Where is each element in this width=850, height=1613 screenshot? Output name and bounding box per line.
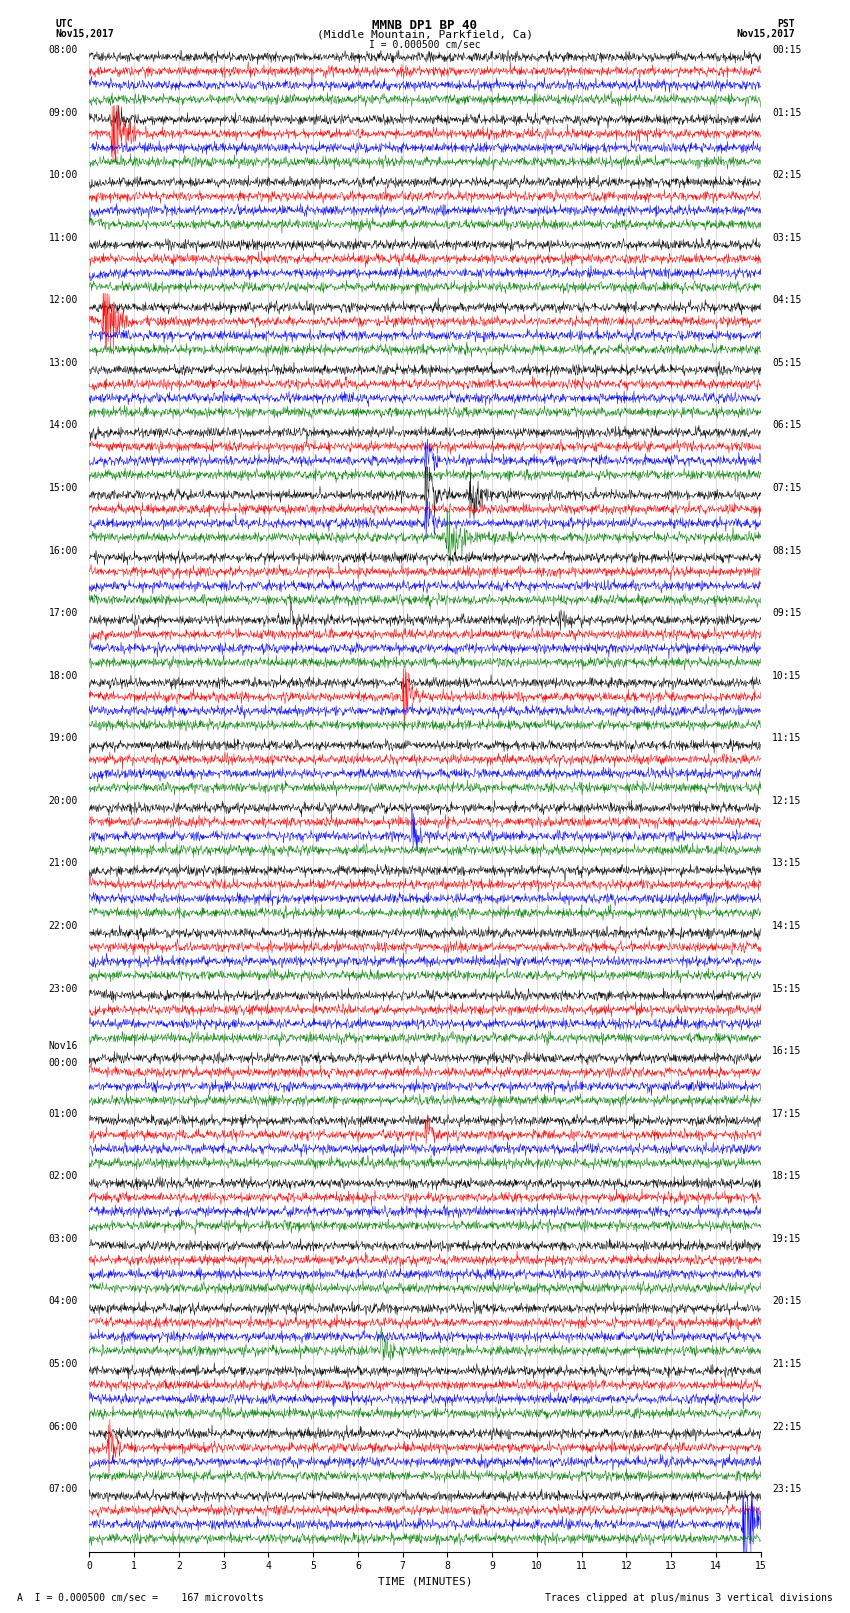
Text: 03:15: 03:15 — [772, 232, 802, 242]
Text: 23:00: 23:00 — [48, 984, 78, 994]
Text: UTC: UTC — [55, 19, 73, 29]
Text: 15:15: 15:15 — [772, 984, 802, 994]
Text: 20:15: 20:15 — [772, 1297, 802, 1307]
Text: 20:00: 20:00 — [48, 795, 78, 806]
Text: 19:15: 19:15 — [772, 1234, 802, 1244]
Text: 18:00: 18:00 — [48, 671, 78, 681]
Text: 05:00: 05:00 — [48, 1360, 78, 1369]
X-axis label: TIME (MINUTES): TIME (MINUTES) — [377, 1578, 473, 1587]
Text: 22:00: 22:00 — [48, 921, 78, 931]
Text: 12:00: 12:00 — [48, 295, 78, 305]
Text: 19:00: 19:00 — [48, 734, 78, 744]
Text: 03:00: 03:00 — [48, 1234, 78, 1244]
Text: PST: PST — [777, 19, 795, 29]
Text: 14:15: 14:15 — [772, 921, 802, 931]
Text: MMNB DP1 BP 40: MMNB DP1 BP 40 — [372, 19, 478, 32]
Text: 17:15: 17:15 — [772, 1108, 802, 1119]
Text: 01:00: 01:00 — [48, 1108, 78, 1119]
Text: 23:15: 23:15 — [772, 1484, 802, 1494]
Text: 12:15: 12:15 — [772, 795, 802, 806]
Text: 21:15: 21:15 — [772, 1360, 802, 1369]
Text: Nov15,2017: Nov15,2017 — [736, 29, 795, 39]
Text: 00:00: 00:00 — [48, 1058, 78, 1068]
Text: 17:00: 17:00 — [48, 608, 78, 618]
Text: 10:15: 10:15 — [772, 671, 802, 681]
Text: 06:15: 06:15 — [772, 421, 802, 431]
Text: I = 0.000500 cm/sec: I = 0.000500 cm/sec — [369, 40, 481, 50]
Text: 08:00: 08:00 — [48, 45, 78, 55]
Text: 11:00: 11:00 — [48, 232, 78, 242]
Text: Nov15,2017: Nov15,2017 — [55, 29, 114, 39]
Text: 13:15: 13:15 — [772, 858, 802, 868]
Text: 11:15: 11:15 — [772, 734, 802, 744]
Text: 02:15: 02:15 — [772, 169, 802, 181]
Text: 06:00: 06:00 — [48, 1421, 78, 1432]
Text: 13:00: 13:00 — [48, 358, 78, 368]
Text: 14:00: 14:00 — [48, 421, 78, 431]
Text: Nov16: Nov16 — [48, 1040, 78, 1052]
Text: 18:15: 18:15 — [772, 1171, 802, 1181]
Text: 09:15: 09:15 — [772, 608, 802, 618]
Text: 01:15: 01:15 — [772, 108, 802, 118]
Text: 04:00: 04:00 — [48, 1297, 78, 1307]
Text: 10:00: 10:00 — [48, 169, 78, 181]
Text: A  I = 0.000500 cm/sec =    167 microvolts: A I = 0.000500 cm/sec = 167 microvolts — [17, 1594, 264, 1603]
Text: 02:00: 02:00 — [48, 1171, 78, 1181]
Text: 16:00: 16:00 — [48, 545, 78, 555]
Text: (Middle Mountain, Parkfield, Ca): (Middle Mountain, Parkfield, Ca) — [317, 29, 533, 39]
Text: 09:00: 09:00 — [48, 108, 78, 118]
Text: 16:15: 16:15 — [772, 1047, 802, 1057]
Text: Traces clipped at plus/minus 3 vertical divisions: Traces clipped at plus/minus 3 vertical … — [545, 1594, 833, 1603]
Text: 15:00: 15:00 — [48, 482, 78, 494]
Text: 07:15: 07:15 — [772, 482, 802, 494]
Text: 04:15: 04:15 — [772, 295, 802, 305]
Text: 00:15: 00:15 — [772, 45, 802, 55]
Text: 05:15: 05:15 — [772, 358, 802, 368]
Text: 07:00: 07:00 — [48, 1484, 78, 1494]
Text: 22:15: 22:15 — [772, 1421, 802, 1432]
Text: 08:15: 08:15 — [772, 545, 802, 555]
Text: 21:00: 21:00 — [48, 858, 78, 868]
